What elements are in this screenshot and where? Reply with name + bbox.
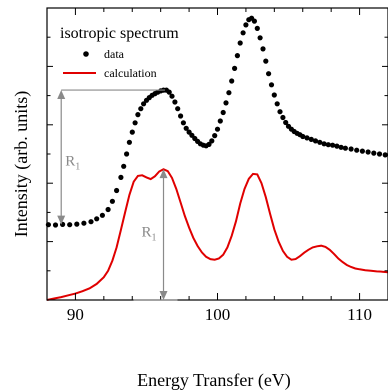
data-point (220, 109, 226, 116)
data-point (317, 139, 323, 145)
data-point (234, 53, 240, 59)
data-point (183, 125, 189, 131)
r1-calculation-arrowhead-bottom (159, 291, 168, 300)
data-point (223, 100, 229, 106)
x-tick-label: 90 (67, 305, 84, 324)
data-point (81, 220, 87, 226)
data-point (88, 219, 94, 225)
data-point (251, 18, 257, 24)
data-point (169, 93, 175, 99)
data-point (214, 126, 221, 132)
data-point (371, 150, 377, 156)
data-point (138, 106, 144, 112)
data-point (325, 142, 331, 148)
data-point (376, 151, 383, 157)
data-point (308, 136, 314, 142)
data-point (321, 141, 327, 147)
data-point (271, 92, 277, 98)
x-tick-label: 100 (205, 305, 231, 324)
tick-layer: 90 100 110 (46, 7, 388, 324)
data-point (354, 147, 360, 153)
data-point (283, 119, 289, 126)
data-point (330, 142, 336, 148)
data-point (260, 46, 266, 52)
data-point (365, 149, 371, 155)
data-point (175, 106, 181, 112)
x-axis-label: Energy Transfer (eV) (137, 370, 291, 391)
data-point (226, 90, 232, 96)
data-point (166, 89, 172, 95)
r1-data-arrowhead-bottom (57, 215, 66, 225)
legend-entry-data: data (104, 47, 125, 61)
data-point (359, 148, 365, 154)
legend-title: isotropic spectrum (60, 25, 179, 42)
data-point (382, 152, 388, 158)
data-point (280, 114, 286, 121)
annotation-layer: R1 R1 (57, 89, 178, 301)
plot-layer (45, 15, 388, 301)
data-point (206, 141, 212, 147)
data-point (105, 206, 111, 213)
data-point (141, 101, 147, 107)
r1-label-calculation: R1 (142, 225, 157, 244)
data-point (277, 109, 283, 115)
y-axis-label: Intensity (arb. units) (11, 91, 32, 237)
data-point (172, 99, 178, 105)
data-point (217, 118, 223, 124)
data-point (338, 144, 344, 150)
data-point (232, 65, 238, 71)
data-point (348, 146, 354, 152)
data-point (266, 71, 272, 77)
data-point (121, 163, 127, 169)
data-point (109, 198, 115, 204)
data-point (178, 113, 184, 119)
data-point (254, 25, 260, 31)
data-point (94, 216, 100, 222)
data-point (118, 174, 124, 180)
data-point (304, 135, 310, 141)
data-point (74, 221, 80, 227)
data-point (129, 129, 135, 135)
data-point (99, 212, 105, 218)
data-point (124, 151, 130, 157)
data-point (229, 78, 235, 84)
r1-calculation-arrowhead-top (159, 169, 168, 179)
data-point (263, 58, 269, 64)
data-point (180, 120, 186, 126)
data-point (334, 143, 340, 149)
r1-data-arrowhead-top (57, 90, 66, 100)
data-point (212, 133, 218, 139)
data-point (243, 22, 249, 28)
r1-label-data: R1 (65, 153, 80, 172)
data-point (240, 30, 246, 36)
data-point (312, 138, 319, 144)
data-point (126, 139, 132, 145)
data-point (135, 112, 141, 118)
legend-entry-calculation: calculation (104, 66, 157, 80)
calculation-line (46, 168, 388, 301)
legend-data-marker (83, 51, 89, 57)
data-point (257, 35, 263, 41)
data-point (209, 138, 215, 144)
data-point (52, 222, 59, 228)
data-point (342, 145, 348, 151)
data-point (237, 40, 243, 46)
data-point (274, 101, 280, 107)
x-tick-label: 110 (347, 305, 372, 324)
data-point (268, 82, 275, 88)
legend: isotropic spectrum data calculation (60, 25, 179, 80)
data-point (114, 187, 120, 194)
data-point (67, 222, 73, 228)
data-point (132, 120, 138, 126)
data-point (300, 133, 306, 140)
